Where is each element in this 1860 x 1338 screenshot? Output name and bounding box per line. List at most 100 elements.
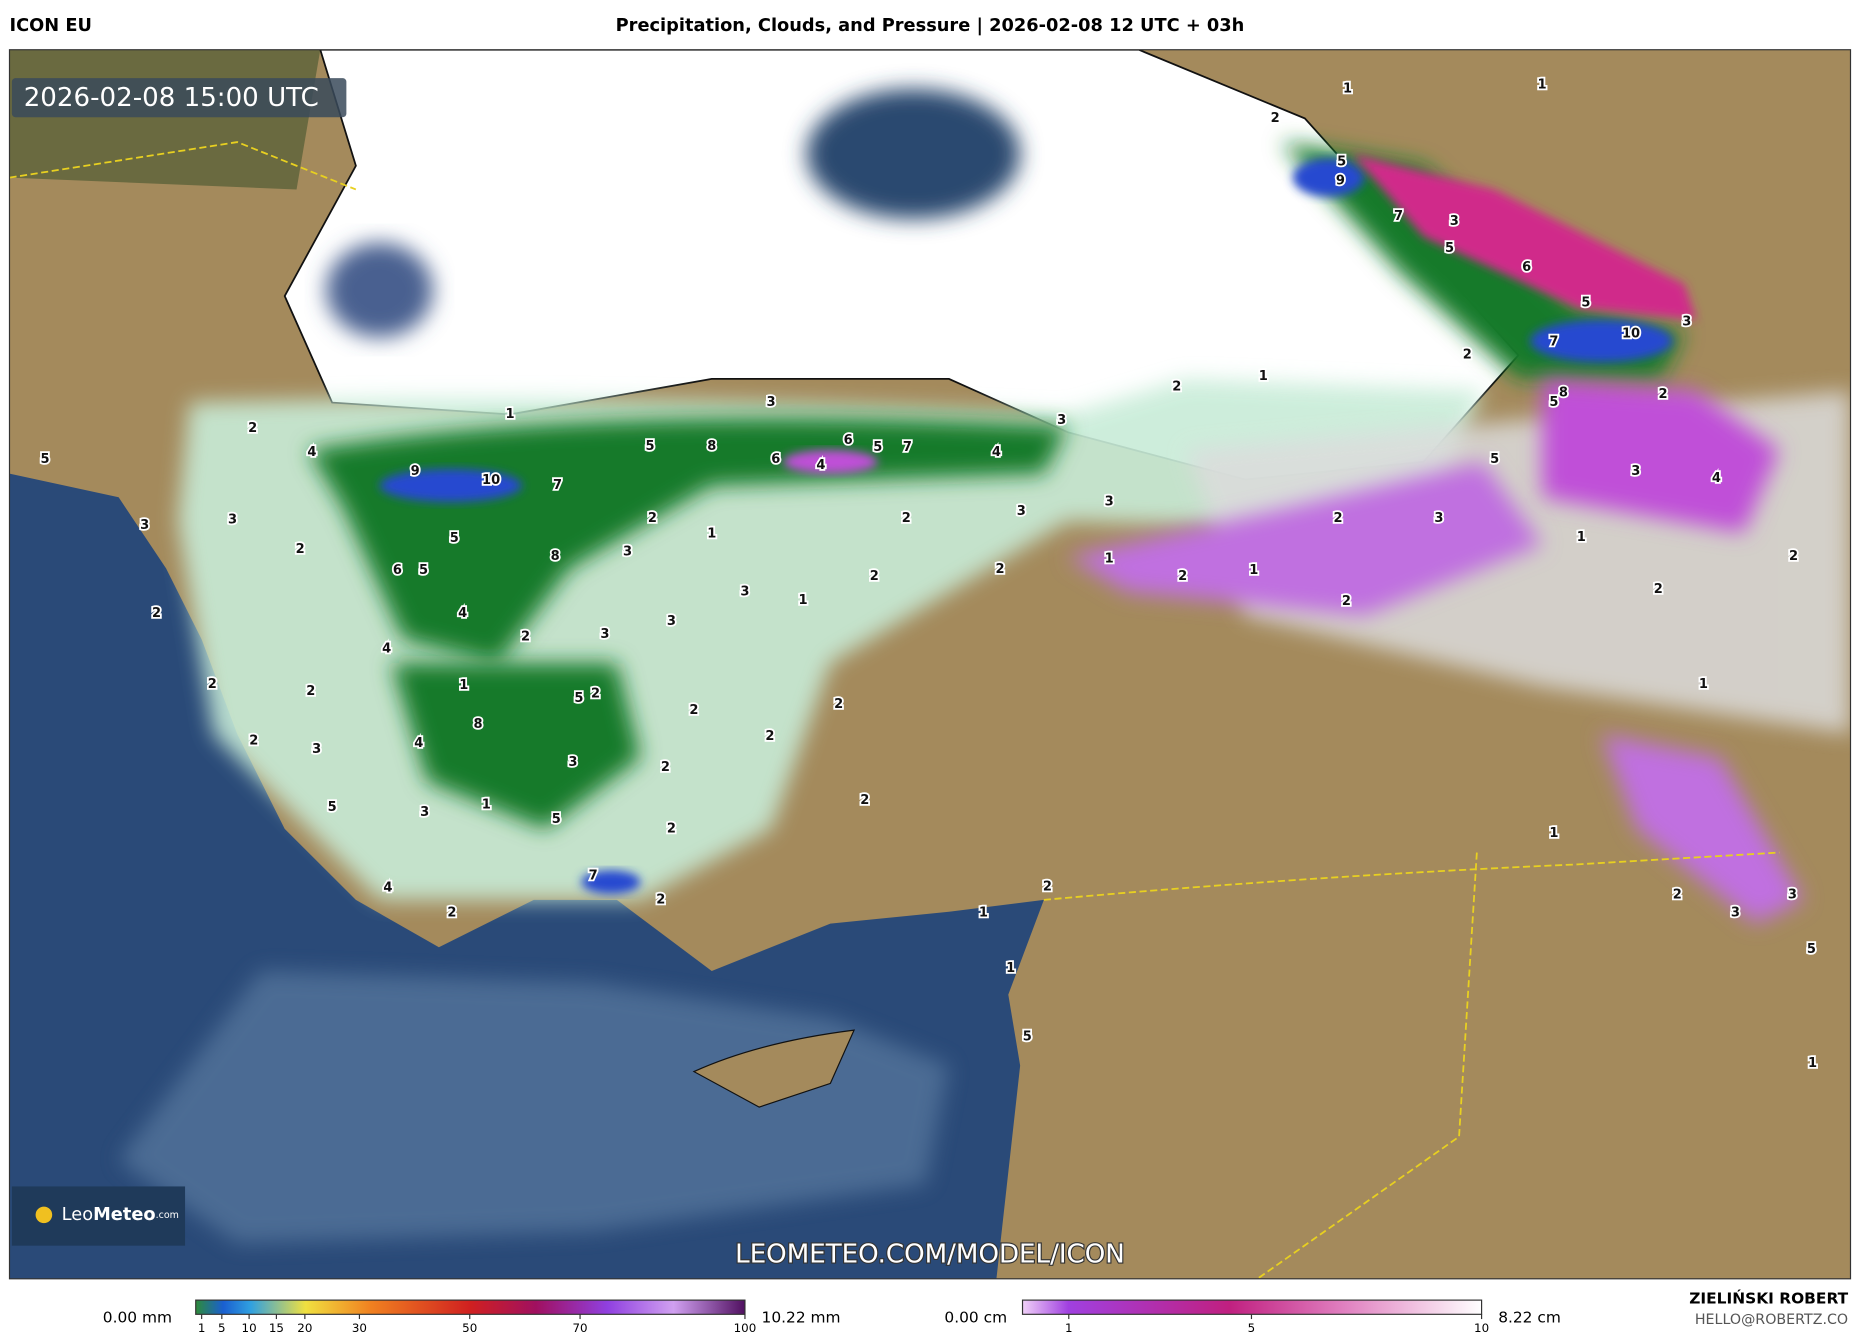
- map-label: 4: [383, 881, 392, 896]
- map-label: 3: [1788, 888, 1797, 903]
- map-label: 4: [382, 641, 391, 656]
- map-label: 2: [1043, 879, 1052, 894]
- map-label: 1: [1808, 1056, 1817, 1071]
- map-label: 3: [767, 395, 776, 410]
- map-label: 1: [506, 407, 515, 422]
- title: Precipitation, Clouds, and Pressure | 20…: [616, 16, 1245, 36]
- map-label: 1: [482, 798, 491, 813]
- tick-label: 10: [242, 1321, 257, 1335]
- map-label: 1: [1577, 530, 1586, 545]
- map-label: 5: [873, 440, 882, 455]
- map-label: 1: [1259, 369, 1268, 384]
- map-label: 8: [474, 717, 483, 732]
- map-label: 3: [1057, 413, 1066, 428]
- map-label: 6: [1522, 260, 1531, 275]
- map-label: 1: [799, 593, 808, 608]
- rain: [391, 663, 641, 829]
- map-label: 8: [1559, 386, 1568, 401]
- map-label: 2: [995, 562, 1004, 577]
- tick-label: 50: [462, 1321, 477, 1335]
- map-label: 1: [1006, 961, 1015, 976]
- snow: [1067, 461, 1543, 616]
- map-label: 1: [1538, 78, 1547, 93]
- map-label: 2: [447, 905, 456, 920]
- snow: [782, 449, 878, 474]
- map-label: 9: [1336, 174, 1345, 189]
- watermark: LEOMETEO.COM/MODEL/ICON: [735, 1240, 1125, 1270]
- snow: [1601, 734, 1804, 924]
- map-label: 2: [656, 892, 665, 907]
- map-label: 2: [1789, 549, 1798, 564]
- map-label: 7: [1549, 335, 1558, 350]
- map-label: 1: [1343, 81, 1352, 96]
- map-label: 1: [1549, 826, 1558, 841]
- border: [1256, 852, 1478, 1279]
- map-label: 3: [1434, 511, 1443, 526]
- map-label: 1: [1105, 551, 1114, 566]
- precip-min: 0.00 mm: [103, 1308, 172, 1326]
- map-label: 3: [667, 614, 676, 629]
- map-label: 2: [834, 697, 843, 712]
- map-label: 4: [992, 445, 1001, 460]
- map-label: 2: [1334, 511, 1343, 526]
- map-label: 8: [551, 549, 560, 564]
- map-label: 3: [312, 742, 321, 757]
- heavy-rain: [1292, 158, 1365, 197]
- cyprus: [692, 1029, 856, 1108]
- map-label: 5: [41, 452, 50, 467]
- map-label: 2: [902, 511, 911, 526]
- map-label: 3: [420, 805, 429, 820]
- map-label: 7: [1394, 209, 1403, 224]
- map-label: 3: [1631, 464, 1640, 479]
- map-label: 1: [979, 905, 988, 920]
- tick-label: 20: [297, 1321, 312, 1335]
- map-label: 4: [414, 736, 423, 751]
- map-label: 1: [1699, 677, 1708, 692]
- legend-ticks: 1 5 10 15 20 30 50 70 100 1 5 10: [198, 1314, 1489, 1335]
- border: [9, 141, 357, 191]
- map-label: 2: [765, 729, 774, 744]
- map-label: 3: [623, 544, 632, 559]
- map-label: 3: [740, 585, 749, 600]
- map-label: 7: [903, 440, 912, 455]
- heavy-rain: [581, 870, 641, 894]
- map-label: 3: [1450, 214, 1459, 229]
- tick-label: 1: [1065, 1321, 1073, 1335]
- map-label: 2: [667, 821, 676, 836]
- map-label: 8: [707, 439, 716, 454]
- map-label: 2: [1659, 387, 1668, 402]
- map-label: 5: [552, 812, 561, 827]
- map-label: 1: [1249, 563, 1258, 578]
- tick-label: 5: [218, 1321, 226, 1335]
- map-label: 3: [600, 627, 609, 642]
- heavy-rain: [379, 468, 522, 503]
- map-label: 2: [1172, 380, 1181, 395]
- map-label: 5: [419, 563, 428, 578]
- map-label: 2: [521, 630, 530, 645]
- map-label: 2: [296, 542, 305, 557]
- map-label: 2: [661, 760, 670, 775]
- map-label: 5: [1445, 241, 1454, 256]
- map-label: 5: [574, 691, 583, 706]
- map-frame: [8, 49, 1852, 1280]
- map-label: 7: [553, 478, 562, 493]
- tick-label: 1: [198, 1321, 206, 1335]
- map-label: 10: [1622, 326, 1640, 341]
- map-label: 4: [1712, 471, 1721, 486]
- snow: [1352, 153, 1697, 320]
- map-label: 7: [589, 869, 598, 884]
- map-label: 2: [152, 606, 161, 621]
- snow-bar: [1021, 1299, 1483, 1315]
- map-label: 2: [1178, 569, 1187, 584]
- precip-bar: [195, 1299, 746, 1315]
- snow: [1542, 378, 1780, 533]
- map-label: 5: [1023, 1030, 1032, 1045]
- timestamp-box: [11, 78, 347, 118]
- timestamp: 2026-02-08 15:00 UTC: [24, 83, 319, 113]
- tick-label: 70: [573, 1321, 588, 1335]
- tick-label: 10: [1474, 1321, 1489, 1335]
- map-label: 5: [1490, 452, 1499, 467]
